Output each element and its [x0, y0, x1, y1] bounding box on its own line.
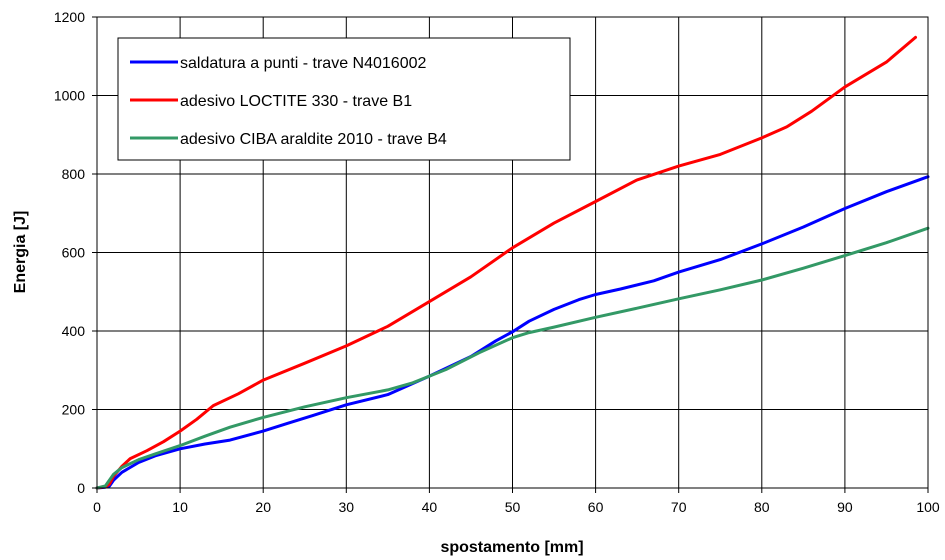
axis-ticks: 0 10 20 30 40 50 60 70 80 90 100020040060080010001… — [54, 9, 940, 515]
series-line-2 — [95, 35, 917, 490]
y-tick-label: 200 — [62, 402, 86, 418]
series-lines — [95, 35, 930, 490]
y-tick-label: 400 — [62, 323, 86, 339]
legend-label-3: adesivo CIBA araldite 2010 - trave B4 — [180, 131, 447, 148]
x-tick-label: 60 — [588, 499, 604, 515]
x-tick-label: 0 — [93, 499, 101, 515]
y-axis-title: Energia [J] — [12, 211, 29, 294]
legend: saldatura a punti - trave N4016002 adesiv… — [117, 37, 571, 161]
x-tick-label: 80 — [754, 499, 770, 515]
x-tick-label: 100 — [916, 499, 940, 515]
x-tick-label: 10 — [172, 499, 188, 515]
y-tick-label: 800 — [62, 166, 86, 182]
legend-box — [117, 37, 571, 161]
x-tick-label: 40 — [422, 499, 438, 515]
x-tick-label: 20 — [255, 499, 271, 515]
x-axis-title: spostamento [mm] — [440, 539, 583, 556]
x-tick-label: 70 — [671, 499, 687, 515]
series-line-3 — [95, 226, 930, 490]
y-tick-label: 0 — [77, 480, 85, 496]
x-tick-label: 90 — [837, 499, 853, 515]
y-tick-label: 1200 — [54, 9, 85, 25]
y-tick-label: 600 — [62, 245, 86, 261]
x-tick-label: 50 — [505, 499, 521, 515]
legend-label-1: saldatura a punti - trave N4016002 — [180, 55, 426, 72]
legend-label-2: adesivo LOCTITE 330 - trave B1 — [180, 93, 412, 110]
x-tick-label: 30 — [339, 499, 355, 515]
y-tick-label: 1000 — [54, 88, 85, 104]
